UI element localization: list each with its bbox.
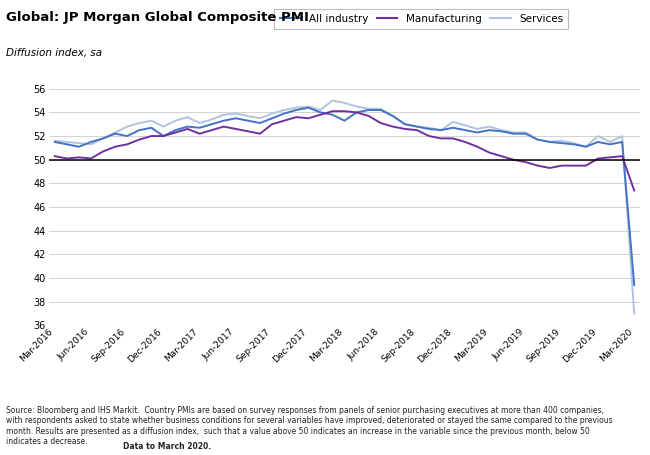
Legend: All industry, Manufacturing, Services: All industry, Manufacturing, Services (274, 9, 568, 29)
Text: Source: Bloomberg and IHS Markit.  Country PMIs are based on survey responses fr: Source: Bloomberg and IHS Markit. Countr… (6, 406, 613, 446)
Text: indicates a decrease.: indicates a decrease. (6, 406, 93, 446)
Text: Global: JP Morgan Global Composite PMI: Global: JP Morgan Global Composite PMI (6, 11, 309, 25)
Text: Diffusion index, sa: Diffusion index, sa (6, 48, 103, 58)
Text: Data to March 2020.: Data to March 2020. (123, 442, 211, 451)
